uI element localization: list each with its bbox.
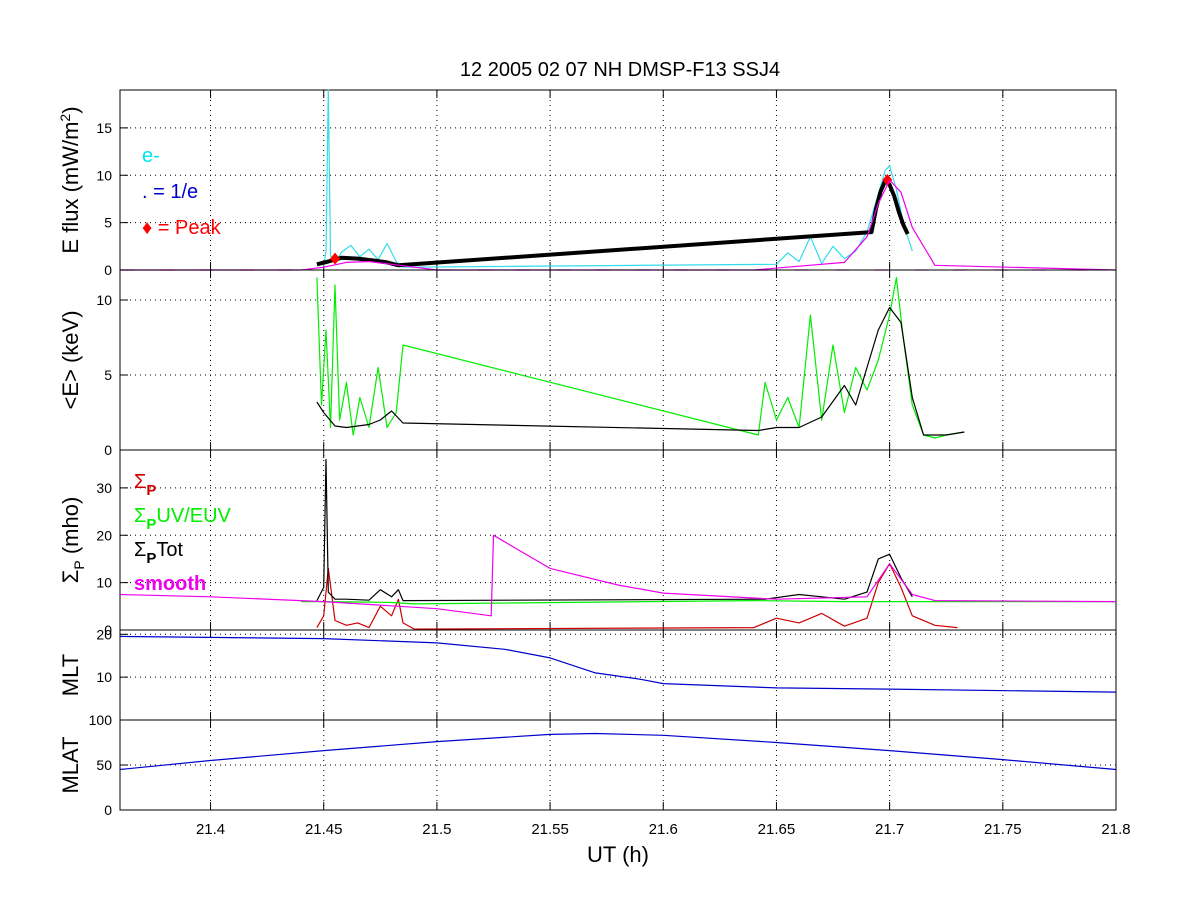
x-tick-label: 21.8 — [1101, 821, 1130, 838]
y-axis-label: ΣP (mho) — [58, 497, 87, 584]
series-line — [323, 89, 913, 268]
chart-title: 12 2005 02 07 NH DMSP-F13 SSJ4 — [460, 59, 780, 81]
y-tick-label: 0 — [104, 802, 112, 818]
legend-entry: ΣPUV/EUV — [134, 505, 232, 533]
series-line — [316, 178, 910, 268]
x-tick-label: 21.6 — [649, 821, 678, 838]
y-axis-label: E flux (mW/m2) — [57, 106, 83, 253]
y-tick-label: 10 — [96, 575, 112, 591]
x-tick-label: 21.65 — [758, 821, 796, 838]
y-tick-label: 5 — [104, 367, 112, 383]
series-line — [119, 534, 1117, 617]
x-tick-label: 21.45 — [305, 821, 343, 838]
legend-entry: ΣPTot — [134, 539, 184, 567]
x-tick-label: 21.75 — [984, 821, 1022, 838]
y-tick-label: 10 — [96, 167, 112, 183]
series-line — [316, 306, 965, 436]
panel-mlt: 10 20 MLT — [58, 626, 1117, 721]
y-axis-label: <E> (keV) — [58, 310, 83, 409]
series-line — [301, 599, 1116, 605]
series-line — [316, 563, 958, 630]
panel-energy: 0 5 10 <E> (keV) — [58, 269, 1117, 458]
panels-layer: 0 5 10 15 E flux (mW/m2) e- . = 1/e ♦ = Peak 0 5 1… — [57, 89, 1131, 838]
x-tick-label: 21.55 — [531, 821, 569, 838]
legend-entry: smooth — [134, 573, 206, 595]
series-point — [330, 252, 341, 265]
series-line — [119, 635, 1117, 693]
y-tick-label: 5 — [104, 215, 112, 231]
panel-frame — [119, 629, 1117, 721]
x-tick-label: 21.4 — [196, 821, 225, 838]
y-tick-label: 15 — [96, 120, 112, 136]
y-tick-label: 100 — [89, 712, 113, 728]
legend-entry: ♦ = Peak — [142, 217, 222, 239]
y-tick-label: 50 — [96, 757, 112, 773]
y-tick-label: 20 — [96, 626, 112, 642]
legend-entry: . = 1/e — [142, 181, 198, 203]
panel-frame — [119, 269, 1117, 451]
legend-entry: e- — [142, 145, 160, 167]
x-tick-label: 21.7 — [875, 821, 904, 838]
panel-mlat: 0 50 100 MLAT — [58, 712, 1117, 818]
panel-frame — [119, 449, 1117, 631]
y-tick-label: 10 — [96, 292, 112, 308]
series-line — [316, 458, 913, 602]
legend-entry: ΣP — [134, 471, 156, 499]
y-tick-label: 30 — [96, 480, 112, 496]
y-tick-label: 0 — [104, 262, 112, 278]
x-tick-label: 21.5 — [422, 821, 451, 838]
y-tick-label: 10 — [96, 669, 112, 685]
y-axis-label: MLT — [58, 654, 83, 696]
panel-frame — [119, 89, 1117, 271]
series-line — [119, 732, 1117, 771]
y-tick-label: 20 — [96, 527, 112, 543]
panel-eflux: 0 5 10 15 E flux (mW/m2) e- . = 1/e ♦ = Peak — [57, 89, 1117, 278]
y-axis-label: MLAT — [58, 736, 83, 793]
y-tick-label: 0 — [104, 442, 112, 458]
y-tick-label: 0 — [104, 622, 112, 638]
series-line — [120, 179, 1117, 271]
series-line — [316, 276, 965, 439]
panel-conductance: 0 10 20 30 ΣP (mho) ΣP ΣPUV/EUV ΣPTot smooth — [58, 449, 1117, 638]
series-point — [882, 174, 893, 186]
x-axis-label: UT (h) — [587, 842, 649, 867]
